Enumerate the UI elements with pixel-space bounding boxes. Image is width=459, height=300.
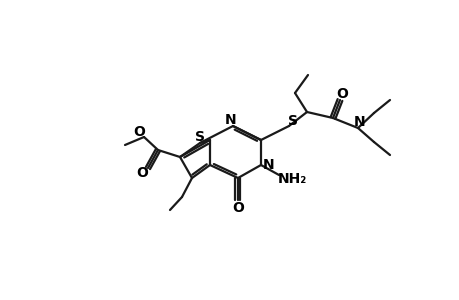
Text: N: N [263, 158, 274, 172]
Text: S: S [195, 130, 205, 144]
Text: O: O [336, 87, 347, 101]
Text: N: N [225, 113, 236, 127]
Text: N: N [353, 115, 365, 129]
Text: O: O [136, 166, 148, 180]
Text: NH₂: NH₂ [277, 172, 306, 186]
Text: O: O [133, 125, 145, 139]
Text: S: S [287, 114, 297, 128]
Text: O: O [231, 201, 243, 215]
